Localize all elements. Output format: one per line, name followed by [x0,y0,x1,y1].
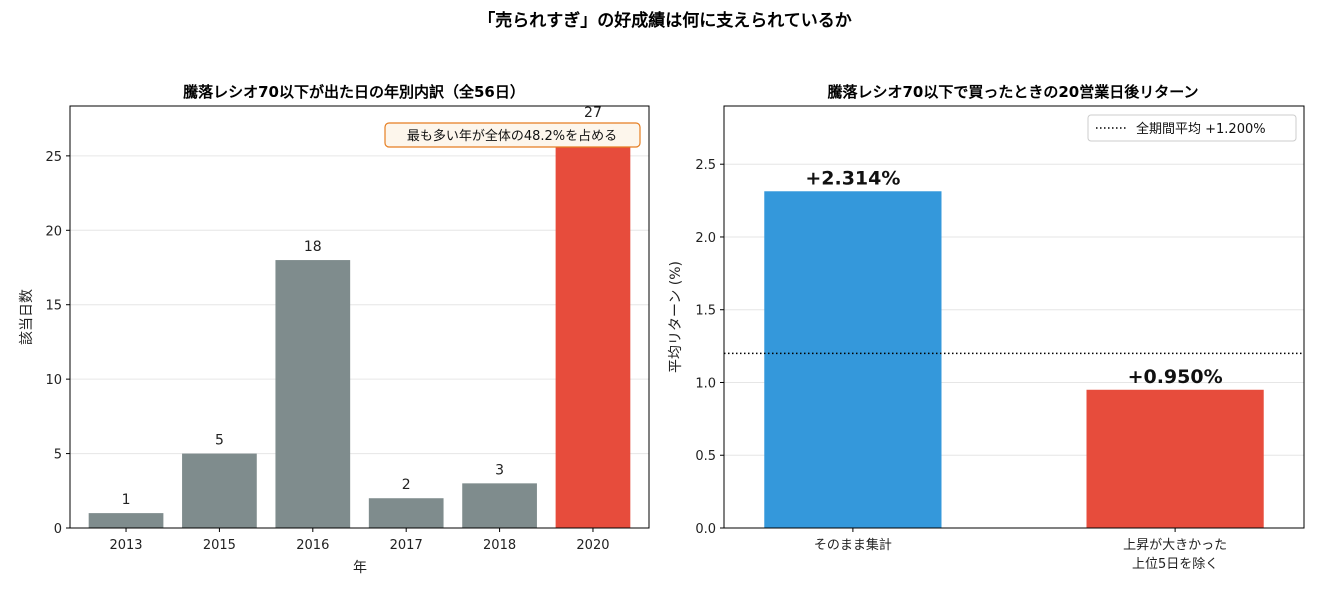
legend-entry-label: 全期間平均 +1.200% [1136,121,1266,137]
y-tick-label: 15 [45,299,62,314]
bar-2017 [368,498,444,528]
data-label-2017: 2 [402,477,411,493]
chart-left-ylabel: 該当日数 [19,289,35,345]
x-tick-label: そのまま集計 [814,537,892,553]
chart-right-frame [723,105,1305,529]
annotation-box [384,122,641,148]
y-tick-label: 2.5 [695,158,716,173]
data-label-2013: 1 [122,492,131,508]
figure-suptitle: 「売られすぎ」の好成績は何に支えられているか [478,10,852,31]
y-tick-label: 10 [45,373,62,388]
annotation-text: 最も多い年が全体の48.2%を占める [407,128,617,144]
bar-2018 [462,483,537,528]
data-label-2015: 5 [215,433,224,449]
chart-right: 騰落レシオ70以下で買ったときの20営業日後リターン +2.314% +0.950… [668,83,1305,572]
x-tick-label-2015: 2015 [203,538,236,553]
chart-right-bars [764,191,1264,528]
x-tick-label: 上位5日を除く [1132,557,1218,572]
bar-2015 [182,453,257,528]
data-label-0: +2.314% [805,167,900,189]
y-tick-label: 20 [45,224,62,239]
bar-0 [764,191,942,528]
y-tick-label: 5 [54,448,62,463]
chart-right-title: 騰落レシオ70以下で買ったときの20営業日後リターン [827,83,1198,101]
data-label-2018: 3 [495,462,504,478]
y-tick-label: 0.5 [695,449,716,464]
data-label-2016: 18 [304,239,322,255]
x-tick-label: 上昇が大きかった [1123,538,1227,553]
y-tick-label: 0 [54,522,62,537]
bar-2020 [555,126,631,528]
y-tick-label: 2.0 [695,231,716,246]
y-tick-label: 1.5 [695,304,716,319]
chart-left-bars [88,126,631,528]
x-tick-label-2020: 2020 [576,538,609,553]
chart-right-data-labels: +2.314% +0.950% [805,167,1222,387]
chart-left-title: 騰落レシオ70以下が出た日の年別内訳（全56日） [183,83,525,101]
chart-right-ylabel: 平均リターン (%) [668,261,684,373]
chart-left-y-ticks: 0 5 10 15 20 25 [45,150,70,537]
chart-left-xlabel: 年 [353,560,367,576]
data-label-2020: 27 [584,105,602,121]
x-tick-label-2017: 2017 [390,538,423,553]
y-tick-label: 0.0 [695,522,716,537]
chart-right-y-ticks: 0.0 0.5 1.0 1.5 2.0 2.5 [695,158,724,537]
chart-left-frame [69,105,650,529]
bar-2013 [88,513,164,528]
chart-left-annotation: 最も多い年が全体の48.2%を占める [384,122,641,148]
x-tick-label-2016: 2016 [296,538,329,553]
data-label-1: +0.950% [1128,366,1223,388]
y-tick-label: 1.0 [695,376,716,391]
bar-2016 [275,260,351,528]
chart-left-x-ticks: 2013 2015 2016 2017 2018 2020 [109,528,610,553]
x-tick-label-2018: 2018 [483,538,516,553]
y-tick-label: 25 [45,150,62,165]
x-tick-label-2013: 2013 [109,538,142,553]
chart-right-legend: 全期間平均 +1.200% [1087,114,1297,142]
bar-1 [1086,389,1264,528]
chart-left-data-labels: 1 5 18 2 3 27 [122,105,602,508]
legend-box [1087,114,1297,142]
